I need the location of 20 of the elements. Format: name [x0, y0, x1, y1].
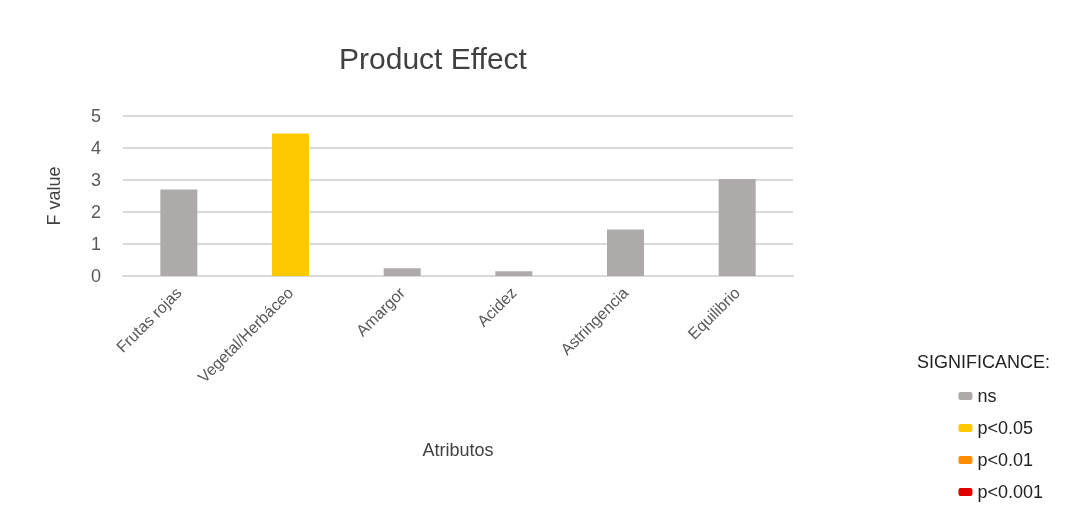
legend-title: SIGNIFICANCE: — [916, 352, 1050, 372]
legend-label: p<0.05 — [977, 418, 1033, 438]
y-tick-label: 3 — [90, 170, 101, 190]
legend-label: ns — [977, 386, 997, 406]
legend-label: p<0.001 — [977, 482, 1044, 502]
bar — [383, 268, 421, 276]
bar — [495, 271, 533, 276]
bar — [160, 189, 198, 276]
bar — [272, 133, 309, 276]
bar — [607, 229, 644, 276]
y-tick-label: 1 — [90, 234, 101, 254]
y-tick-label: 2 — [90, 202, 101, 222]
legend-label: p<0.01 — [977, 450, 1033, 470]
bar — [718, 179, 756, 276]
x-axis-title: Atributos — [422, 440, 494, 460]
y-tick-label: 4 — [90, 138, 101, 158]
y-tick-label: 0 — [90, 266, 101, 286]
y-axis-title: F value — [44, 166, 64, 226]
chart-title: Product Effect — [339, 41, 528, 75]
y-tick-label: 5 — [90, 106, 101, 126]
